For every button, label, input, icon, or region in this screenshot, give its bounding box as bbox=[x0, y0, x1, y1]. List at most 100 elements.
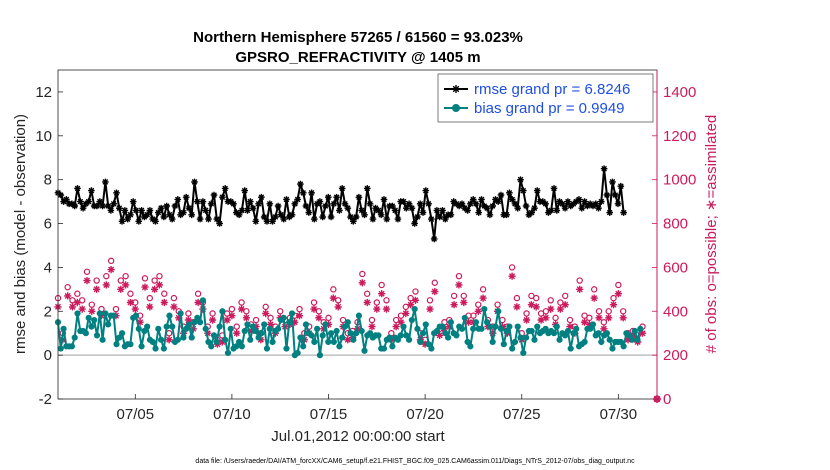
obs-possible-point bbox=[513, 294, 521, 302]
obs-assimilated-point bbox=[455, 281, 463, 289]
bias-point bbox=[327, 330, 335, 337]
rmse-point bbox=[129, 198, 137, 205]
bias-point bbox=[238, 343, 245, 350]
rmse-point bbox=[547, 207, 555, 214]
bias-point bbox=[88, 323, 95, 330]
obs-possible-point bbox=[600, 319, 608, 326]
obs-possible-point bbox=[431, 279, 438, 286]
obs-possible-point bbox=[88, 301, 96, 308]
bias-point bbox=[439, 323, 446, 330]
obs-assimilated-point bbox=[64, 292, 72, 300]
rmse-point bbox=[475, 209, 482, 216]
obs-assimilated-point bbox=[238, 305, 246, 313]
y-axis-label-left: rmse and bias (model - observation) bbox=[12, 114, 29, 354]
rmse-point bbox=[400, 198, 407, 205]
bias-point bbox=[353, 330, 360, 337]
bias-point bbox=[587, 325, 594, 332]
bias-point bbox=[414, 325, 421, 332]
rmse-point bbox=[77, 198, 84, 205]
rmse-point bbox=[517, 176, 524, 183]
bias-point bbox=[255, 334, 262, 341]
obs-possible-point bbox=[426, 297, 434, 304]
bias-point bbox=[422, 321, 429, 328]
x-tick-label: 07/30 bbox=[600, 406, 638, 423]
obs-assimilated-point bbox=[402, 309, 410, 318]
obs-assimilated-point bbox=[344, 336, 352, 344]
bias-point bbox=[166, 312, 173, 319]
obs-assimilated-point bbox=[141, 283, 149, 291]
bias-point bbox=[366, 330, 374, 337]
rmse-point bbox=[297, 180, 304, 188]
rmse-point bbox=[589, 202, 597, 210]
rmse-point bbox=[377, 211, 385, 219]
obs-possible-point bbox=[161, 290, 168, 297]
rmse-point bbox=[238, 207, 246, 214]
rmse-point bbox=[341, 200, 349, 208]
bias-point bbox=[531, 336, 538, 343]
rmse-point bbox=[428, 215, 435, 223]
rmse-point bbox=[308, 189, 315, 197]
rmse-point bbox=[394, 215, 402, 223]
rmse-point bbox=[372, 204, 379, 212]
rmse-point bbox=[559, 200, 566, 208]
y-tick-label-right: 1000 bbox=[663, 172, 696, 189]
rmse-point bbox=[221, 185, 229, 192]
rmse-point bbox=[280, 215, 287, 223]
rmse-point bbox=[344, 204, 352, 212]
rmse-point bbox=[522, 202, 530, 210]
bias-point bbox=[470, 325, 477, 332]
rmse-point bbox=[205, 215, 212, 223]
bias-point bbox=[157, 336, 165, 343]
obs-assimilated-point bbox=[155, 281, 163, 289]
rmse-point bbox=[68, 200, 76, 208]
bias-point bbox=[472, 319, 480, 326]
obs-assimilated-point bbox=[83, 277, 91, 285]
bias-point bbox=[389, 343, 396, 350]
bias-point bbox=[598, 338, 605, 346]
obs-possible-point bbox=[238, 299, 245, 306]
obs-assimilated-point bbox=[479, 294, 487, 302]
bias-point bbox=[82, 330, 89, 337]
bias-point bbox=[478, 325, 485, 332]
obs-assimilated-point bbox=[73, 298, 81, 307]
rmse-point bbox=[269, 218, 276, 225]
obs-possible-point bbox=[141, 275, 149, 282]
bias-point bbox=[595, 330, 602, 337]
rmse-point bbox=[104, 202, 112, 210]
obs-possible-point bbox=[591, 286, 598, 293]
bias-point bbox=[308, 332, 315, 339]
bias-point bbox=[180, 334, 187, 341]
bias-point bbox=[68, 343, 76, 350]
bias-point bbox=[631, 327, 638, 335]
obs-assimilated-point bbox=[218, 338, 226, 346]
obs-possible-point bbox=[373, 299, 381, 306]
rmse-point bbox=[380, 196, 388, 203]
rmse-point bbox=[564, 198, 572, 205]
bias-point bbox=[442, 330, 449, 337]
rmse-point bbox=[202, 207, 209, 214]
bias-point bbox=[347, 330, 354, 337]
obs-assimilated-point bbox=[595, 314, 603, 322]
y-tick-label-right: 800 bbox=[663, 216, 688, 233]
bias-point bbox=[355, 312, 363, 319]
bias-point bbox=[570, 330, 577, 337]
chart-title: Northern Hemisphere 57265 / 61560 = 93.0… bbox=[193, 29, 523, 46]
obs-assimilated-point bbox=[513, 303, 521, 311]
bias-point bbox=[567, 345, 574, 352]
rmse-point bbox=[570, 200, 577, 208]
rmse-point bbox=[252, 218, 260, 225]
rmse-point bbox=[375, 207, 382, 214]
obs-assimilated-point bbox=[547, 305, 555, 313]
obs-assimilated-point bbox=[209, 316, 217, 324]
rmse-point bbox=[411, 220, 418, 227]
obs-assimilated-point bbox=[600, 325, 608, 333]
bias-point bbox=[99, 336, 106, 343]
obs-possible-point bbox=[185, 310, 192, 317]
bias-point bbox=[509, 345, 516, 352]
bias-point bbox=[71, 334, 78, 341]
obs-possible-point bbox=[64, 283, 71, 291]
y-tick-label-left: 0 bbox=[44, 347, 52, 364]
obs-possible-point bbox=[93, 277, 100, 284]
rmse-point bbox=[422, 187, 430, 194]
obs-assimilated-point bbox=[378, 290, 386, 298]
